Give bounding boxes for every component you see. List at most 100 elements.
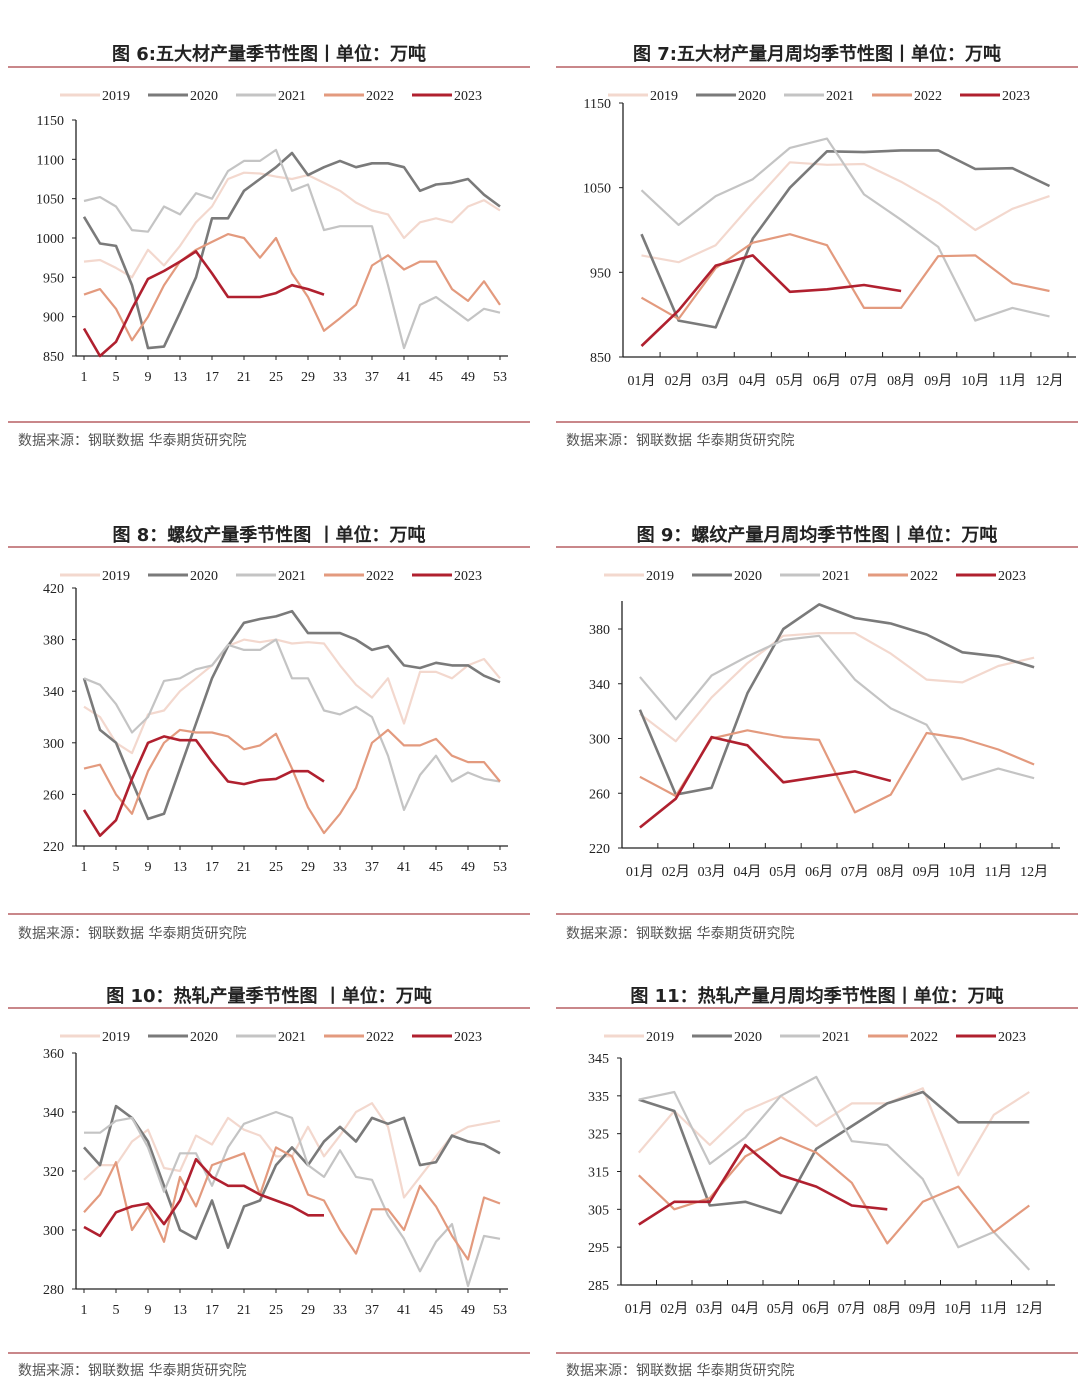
series-line-2021 xyxy=(83,638,501,811)
y-tick-label: 260 xyxy=(43,788,64,803)
y-tick-label: 305 xyxy=(588,1203,609,1218)
chart-title: 图 6:五大材产量季节性图丨单位：万吨 xyxy=(112,44,426,65)
source-divider xyxy=(556,913,1078,915)
y-tick-label: 380 xyxy=(43,634,64,649)
x-tick-label: 5 xyxy=(113,370,120,385)
x-tick-label: 06月 xyxy=(802,1301,830,1317)
legend-label-2021: 2021 xyxy=(822,1030,850,1045)
legend-label-2020: 2020 xyxy=(738,89,766,104)
title-divider xyxy=(556,1007,1078,1009)
x-tick-label: 41 xyxy=(397,370,411,385)
chart-title: 图 10：热轧产量季节性图 丨单位：万吨 xyxy=(106,986,432,1007)
y-tick-label: 380 xyxy=(589,623,610,638)
chart-title: 图 9：螺纹产量月周均季节性图丨单位：万吨 xyxy=(636,525,998,546)
x-tick-label: 37 xyxy=(365,370,379,385)
source-note: 数据来源：钢联数据 华泰期货研究院 xyxy=(18,433,247,449)
y-tick-label: 360 xyxy=(43,1047,64,1062)
y-tick-label: 900 xyxy=(43,311,64,326)
source-note: 数据来源：钢联数据 华泰期货研究院 xyxy=(18,926,247,942)
y-tick-label: 295 xyxy=(588,1241,609,1256)
x-tick-label: 25 xyxy=(269,1303,283,1318)
legend-label-2022: 2022 xyxy=(910,1030,938,1045)
x-tick-label: 02月 xyxy=(660,1301,688,1317)
y-tick-label: 335 xyxy=(588,1090,609,1105)
x-tick-label: 37 xyxy=(365,860,379,875)
series-line-2019 xyxy=(83,638,501,755)
x-tick-label: 45 xyxy=(429,860,443,875)
series-line-2022 xyxy=(83,728,501,835)
source-divider xyxy=(8,1352,530,1354)
x-tick-label: 02月 xyxy=(665,373,693,389)
x-tick-label: 53 xyxy=(493,1303,507,1318)
legend-label-2019: 2019 xyxy=(102,89,130,104)
x-tick-label: 37 xyxy=(365,1303,379,1318)
y-tick-label: 1000 xyxy=(36,232,64,247)
chart-9: 220 260 300 340 380 01月 02月 03月 04月 05月 06月 07月 08月 0… xyxy=(589,569,1060,880)
legend-label-2021: 2021 xyxy=(278,1030,306,1045)
title-divider xyxy=(8,66,530,68)
chart-7: 850 950 1050 1150 01月 02月 03月 04月 05月 06月 07月 08月 09… xyxy=(583,89,1076,389)
series-line-2020 xyxy=(638,603,1035,796)
x-tick-label: 21 xyxy=(237,860,251,875)
x-tick-label: 01月 xyxy=(628,373,656,389)
x-tick-label: 17 xyxy=(205,860,219,875)
source-divider xyxy=(8,421,530,423)
series-line-2023 xyxy=(638,1143,888,1226)
chart-11: 285 295 305 315 325 335 345 01月 02月 03月 04月 05月 06月 0… xyxy=(588,1030,1055,1317)
legend-label-2020: 2020 xyxy=(734,1030,762,1045)
y-tick-label: 340 xyxy=(43,1106,64,1121)
legend-label-2019: 2019 xyxy=(646,569,674,584)
x-tick-label: 11月 xyxy=(985,864,1012,880)
legend-label-2020: 2020 xyxy=(190,89,218,104)
x-tick-label: 5 xyxy=(113,860,120,875)
x-tick-label: 03月 xyxy=(698,864,726,880)
x-tick-label: 11月 xyxy=(999,373,1026,389)
source-divider xyxy=(8,913,530,915)
series-line-2019 xyxy=(639,632,1035,743)
x-tick-label: 08月 xyxy=(887,373,915,389)
legend-label-2021: 2021 xyxy=(822,569,850,584)
x-tick-label: 05月 xyxy=(769,864,797,880)
y-tick-label: 300 xyxy=(43,1224,64,1239)
legend-label-2020: 2020 xyxy=(190,569,218,584)
y-tick-label: 340 xyxy=(589,678,610,693)
y-tick-label: 1150 xyxy=(37,114,64,129)
y-tick-label: 950 xyxy=(590,266,611,281)
x-tick-label: 08月 xyxy=(873,1301,901,1317)
legend-label-2019: 2019 xyxy=(102,569,130,584)
x-tick-label: 04月 xyxy=(731,1301,759,1317)
x-tick-label: 49 xyxy=(461,370,475,385)
x-tick-label: 53 xyxy=(493,370,507,385)
legend-label-2020: 2020 xyxy=(734,569,762,584)
x-tick-label: 13 xyxy=(173,1303,187,1318)
x-tick-label: 21 xyxy=(237,370,251,385)
series-line-2021 xyxy=(83,148,501,350)
legend-label-2023: 2023 xyxy=(1002,89,1030,104)
legend-label-2020: 2020 xyxy=(190,1030,218,1045)
x-tick-label: 09月 xyxy=(909,1301,937,1317)
legend-label-2022: 2022 xyxy=(910,569,938,584)
series-line-2019 xyxy=(83,171,501,279)
series-line-2023 xyxy=(82,250,325,358)
source-note: 数据来源：钢联数据 华泰期货研究院 xyxy=(566,926,795,942)
series-line-2021 xyxy=(640,137,1050,322)
title-divider xyxy=(556,66,1078,68)
series-line-2021 xyxy=(639,634,1035,781)
x-tick-label: 1 xyxy=(81,860,88,875)
x-tick-label: 25 xyxy=(269,370,283,385)
x-tick-label: 10月 xyxy=(961,373,989,389)
x-tick-label: 9 xyxy=(145,370,152,385)
x-tick-label: 10月 xyxy=(944,1301,972,1317)
series-line-2023 xyxy=(82,735,325,837)
title-divider xyxy=(556,546,1078,548)
x-tick-label: 07月 xyxy=(850,373,878,389)
series-line-2020 xyxy=(82,609,501,821)
series-line-2021 xyxy=(638,1075,1031,1271)
y-tick-label: 280 xyxy=(43,1283,64,1298)
y-tick-label: 315 xyxy=(588,1166,609,1181)
x-tick-label: 5 xyxy=(113,1303,120,1318)
series-line-2023 xyxy=(640,254,902,347)
chart-6: 850 900 950 1000 1050 1100 1150 1 5 9 13 17 21 25 29 33… xyxy=(36,89,508,385)
x-tick-label: 41 xyxy=(397,1303,411,1318)
y-tick-label: 420 xyxy=(43,582,64,597)
